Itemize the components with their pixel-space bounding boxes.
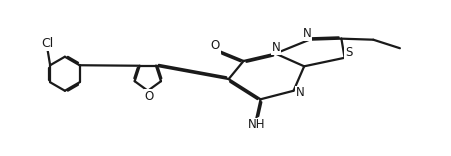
Text: N: N: [295, 86, 304, 99]
Text: N: N: [302, 27, 311, 40]
Text: O: O: [210, 39, 220, 52]
Text: S: S: [345, 46, 352, 59]
Text: N: N: [271, 41, 280, 54]
Text: Cl: Cl: [41, 37, 54, 51]
Text: O: O: [144, 90, 153, 103]
Text: NH: NH: [247, 118, 264, 131]
